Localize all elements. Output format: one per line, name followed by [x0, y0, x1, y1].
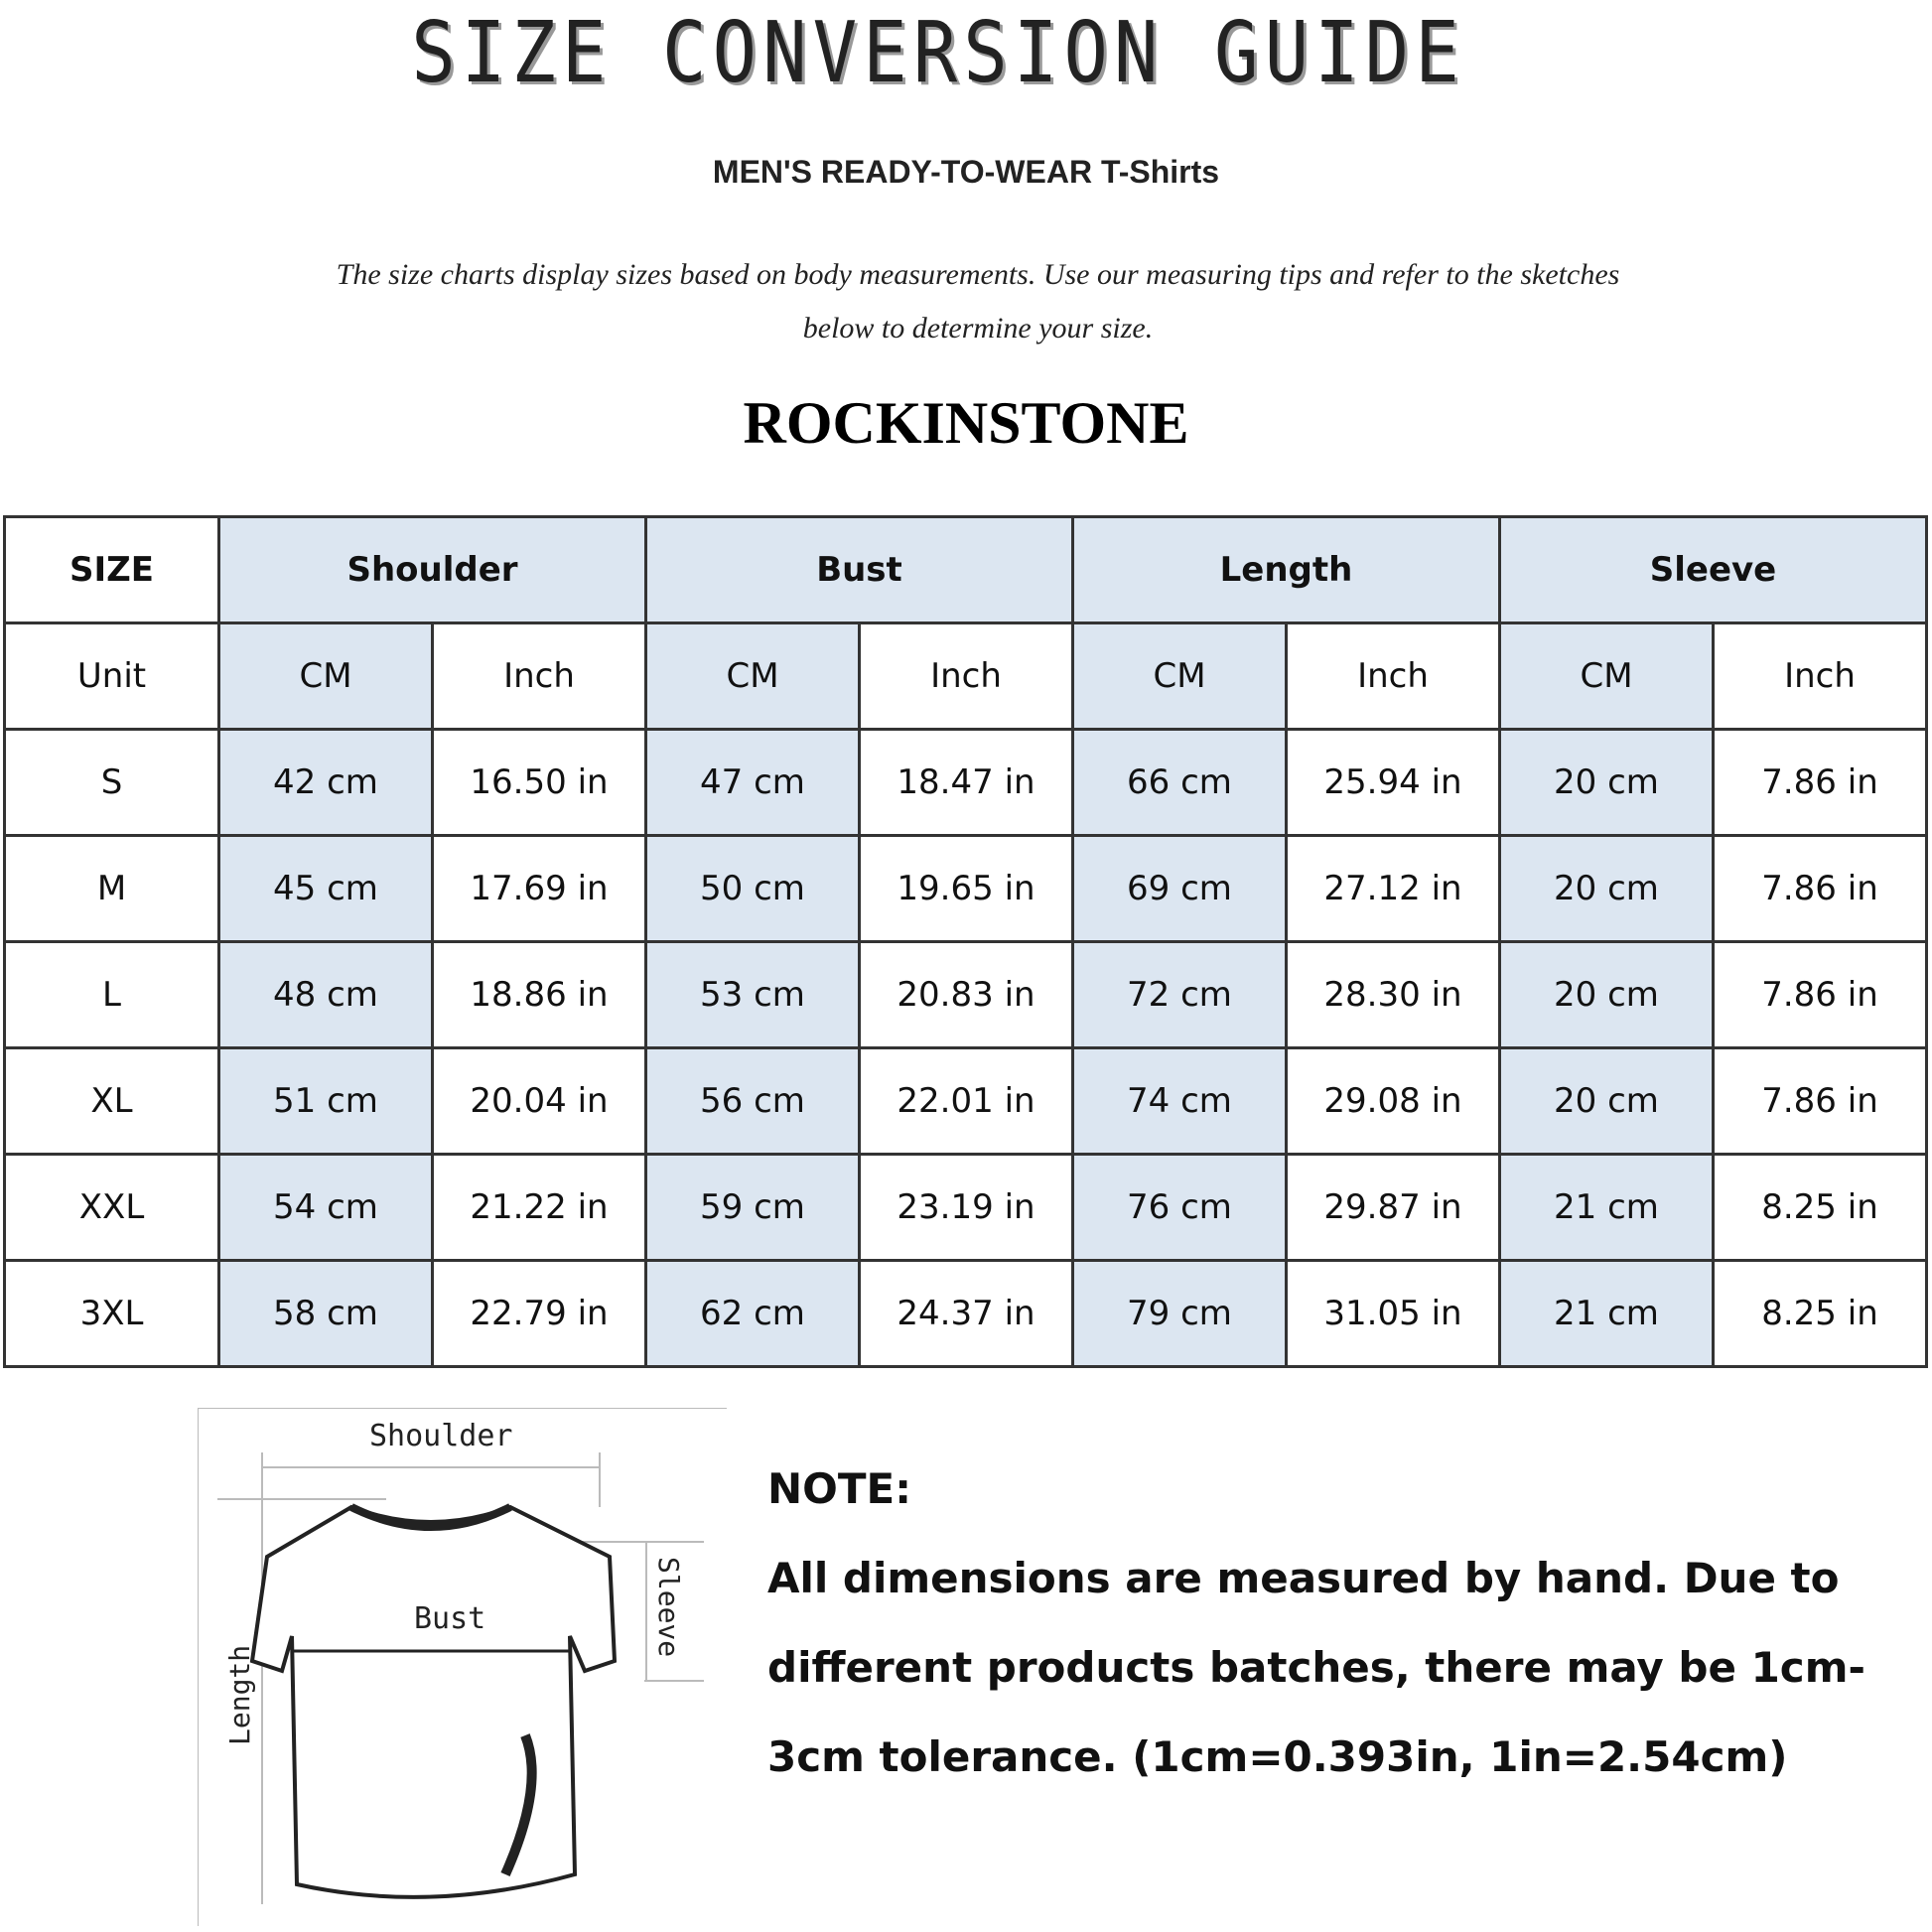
size-cell: XL	[3, 1046, 220, 1156]
measure-cell: 72 cm	[1071, 940, 1288, 1049]
measure-cell: 76 cm	[1071, 1153, 1288, 1262]
tshirt-measurement-diagram: Shoulder Bust Sleeve Length	[198, 1408, 727, 1926]
table-row: XXL 54 cm 21.22 in 59 cm 23.19 in 76 cm 29.87 …	[3, 1153, 1928, 1262]
unit-header: Inch	[1285, 621, 1501, 731]
group-header-bust: Bust	[644, 515, 1074, 624]
page-subtitle: MEN'S READY-TO-WEAR T-Shirts	[712, 154, 1220, 190]
unit-header: CM	[1498, 621, 1715, 731]
intro-text: The size charts display sizes based on b…	[336, 258, 1620, 345]
measure-cell: 66 cm	[1071, 728, 1288, 837]
unit-header: Inch	[1712, 621, 1928, 731]
note-body: All dimensions are measured by hand. Due…	[767, 1554, 1865, 1781]
measure-cell: 22.01 in	[858, 1046, 1074, 1156]
measure-cell: 17.69 in	[431, 834, 647, 943]
measure-cell: 53 cm	[644, 940, 861, 1049]
measure-cell: 74 cm	[1071, 1046, 1288, 1156]
table-row: XL 51 cm 20.04 in 56 cm 22.01 in 74 cm 29.08 i…	[3, 1046, 1928, 1156]
unit-header: Inch	[858, 621, 1074, 731]
size-table: SIZE Shoulder Bust Length Sleeve Unit CM Inch CM…	[3, 515, 1928, 1368]
measure-cell: 21.22 in	[431, 1153, 647, 1262]
note: NOTE: All dimensions are measured by han…	[767, 1445, 1909, 1802]
measure-cell: 50 cm	[644, 834, 861, 943]
measure-cell: 8.25 in	[1712, 1153, 1928, 1262]
measure-cell: 29.08 in	[1285, 1046, 1501, 1156]
size-cell: 3XL	[3, 1259, 220, 1368]
unit-header: CM	[644, 621, 861, 731]
measure-cell: 25.94 in	[1285, 728, 1501, 837]
unit-header: CM	[1071, 621, 1288, 731]
note-heading: NOTE:	[767, 1464, 911, 1513]
size-cell: M	[3, 834, 220, 943]
measure-cell: 42 cm	[217, 728, 434, 837]
measure-cell: 18.86 in	[431, 940, 647, 1049]
measure-cell: 7.86 in	[1712, 1046, 1928, 1156]
measure-cell: 21 cm	[1498, 1259, 1715, 1368]
measure-cell: 54 cm	[217, 1153, 434, 1262]
table-row: S 42 cm 16.50 in 47 cm 18.47 in 66 cm 25.94 in…	[3, 728, 1928, 837]
size-header: SIZE	[3, 515, 220, 624]
unit-row: Unit CM Inch CM Inch CM Inch CM Inch	[3, 621, 1928, 731]
measure-cell: 58 cm	[217, 1259, 434, 1368]
measure-cell: 20 cm	[1498, 834, 1715, 943]
measure-cell: 7.86 in	[1712, 728, 1928, 837]
measure-cell: 27.12 in	[1285, 834, 1501, 943]
diagram-label-length: Length	[223, 1645, 256, 1745]
unit-label: Unit	[3, 621, 220, 731]
measure-cell: 20.04 in	[431, 1046, 647, 1156]
table-row: 3XL 58 cm 22.79 in 62 cm 24.37 in 79 cm 31.05 …	[3, 1259, 1928, 1368]
measure-cell: 8.25 in	[1712, 1259, 1928, 1368]
size-cell: L	[3, 940, 220, 1049]
measure-cell: 45 cm	[217, 834, 434, 943]
measure-cell: 20.83 in	[858, 940, 1074, 1049]
measure-cell: 7.86 in	[1712, 834, 1928, 943]
measure-cell: 20 cm	[1498, 940, 1715, 1049]
measure-cell: 56 cm	[644, 1046, 861, 1156]
measure-cell: 24.37 in	[858, 1259, 1074, 1368]
measure-cell: 79 cm	[1071, 1259, 1288, 1368]
measure-cell: 69 cm	[1071, 834, 1288, 943]
measure-cell: 18.47 in	[858, 728, 1074, 837]
unit-header: Inch	[431, 621, 647, 731]
table-row: M 45 cm 17.69 in 50 cm 19.65 in 69 cm 27.12 in…	[3, 834, 1928, 943]
measure-cell: 23.19 in	[858, 1153, 1074, 1262]
group-header-length: Length	[1071, 515, 1501, 624]
diagram-label-sleeve: Sleeve	[652, 1557, 685, 1657]
measure-cell: 31.05 in	[1285, 1259, 1501, 1368]
measure-cell: 62 cm	[644, 1259, 861, 1368]
table-header-row: SIZE Shoulder Bust Length Sleeve	[3, 515, 1928, 624]
measure-cell: 20 cm	[1498, 1046, 1715, 1156]
measure-cell: 7.86 in	[1712, 940, 1928, 1049]
measure-cell: 51 cm	[217, 1046, 434, 1156]
measure-cell: 59 cm	[644, 1153, 861, 1262]
unit-header: CM	[217, 621, 434, 731]
measure-cell: 20 cm	[1498, 728, 1715, 837]
measure-cell: 47 cm	[644, 728, 861, 837]
size-cell: XXL	[3, 1153, 220, 1262]
table-row: L 48 cm 18.86 in 53 cm 20.83 in 72 cm 28.30 in…	[3, 940, 1928, 1049]
diagram-label-bust: Bust	[414, 1601, 485, 1636]
size-cell: S	[3, 728, 220, 837]
diagram-label-shoulder: Shoulder	[369, 1419, 513, 1453]
measure-cell: 16.50 in	[431, 728, 647, 837]
page-title: SIZE CONVERSION GUIDE	[411, 3, 1465, 102]
measure-cell: 48 cm	[217, 940, 434, 1049]
measure-cell: 29.87 in	[1285, 1153, 1501, 1262]
group-header-sleeve: Sleeve	[1498, 515, 1928, 624]
measure-cell: 19.65 in	[858, 834, 1074, 943]
group-header-shoulder: Shoulder	[217, 515, 647, 624]
brand-name: ROCKINSTONE	[743, 390, 1189, 456]
measure-cell: 28.30 in	[1285, 940, 1501, 1049]
measure-cell: 22.79 in	[431, 1259, 647, 1368]
measure-cell: 21 cm	[1498, 1153, 1715, 1262]
